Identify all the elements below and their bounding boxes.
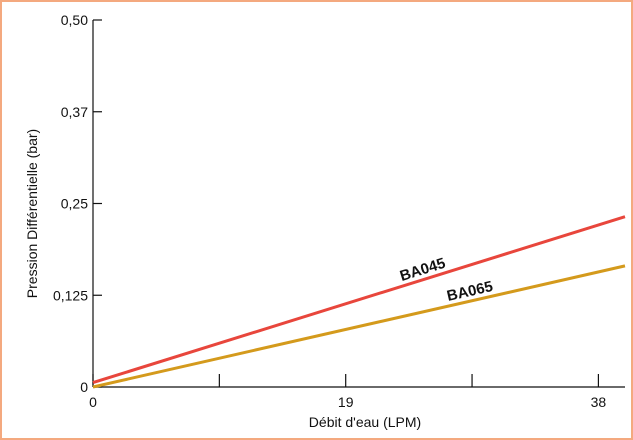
axes	[92, 20, 625, 388]
x-tick-label: 0	[89, 394, 97, 410]
series-line-ba065	[92, 264, 626, 389]
x-axis-title: Débit d'eau (LPM)	[309, 414, 421, 430]
y-tick-label: 0	[80, 379, 88, 395]
series-line-ba045	[92, 215, 626, 385]
y-axis-title: Pression Différentielle (bar)	[24, 129, 40, 298]
y-tick-label: 0,25	[61, 196, 88, 212]
x-tick-label: 38	[591, 394, 607, 410]
series-lines	[92, 215, 626, 389]
y-tick-label: 0,50	[61, 12, 88, 28]
x-ticks: 0 19 38	[89, 374, 606, 410]
y-ticks: 0 0,125 0,25 0,37 0,50	[53, 12, 102, 395]
y-tick-label: 0,37	[61, 104, 88, 120]
x-tick-label: 19	[338, 394, 354, 410]
y-tick-label: 0,125	[53, 287, 88, 303]
